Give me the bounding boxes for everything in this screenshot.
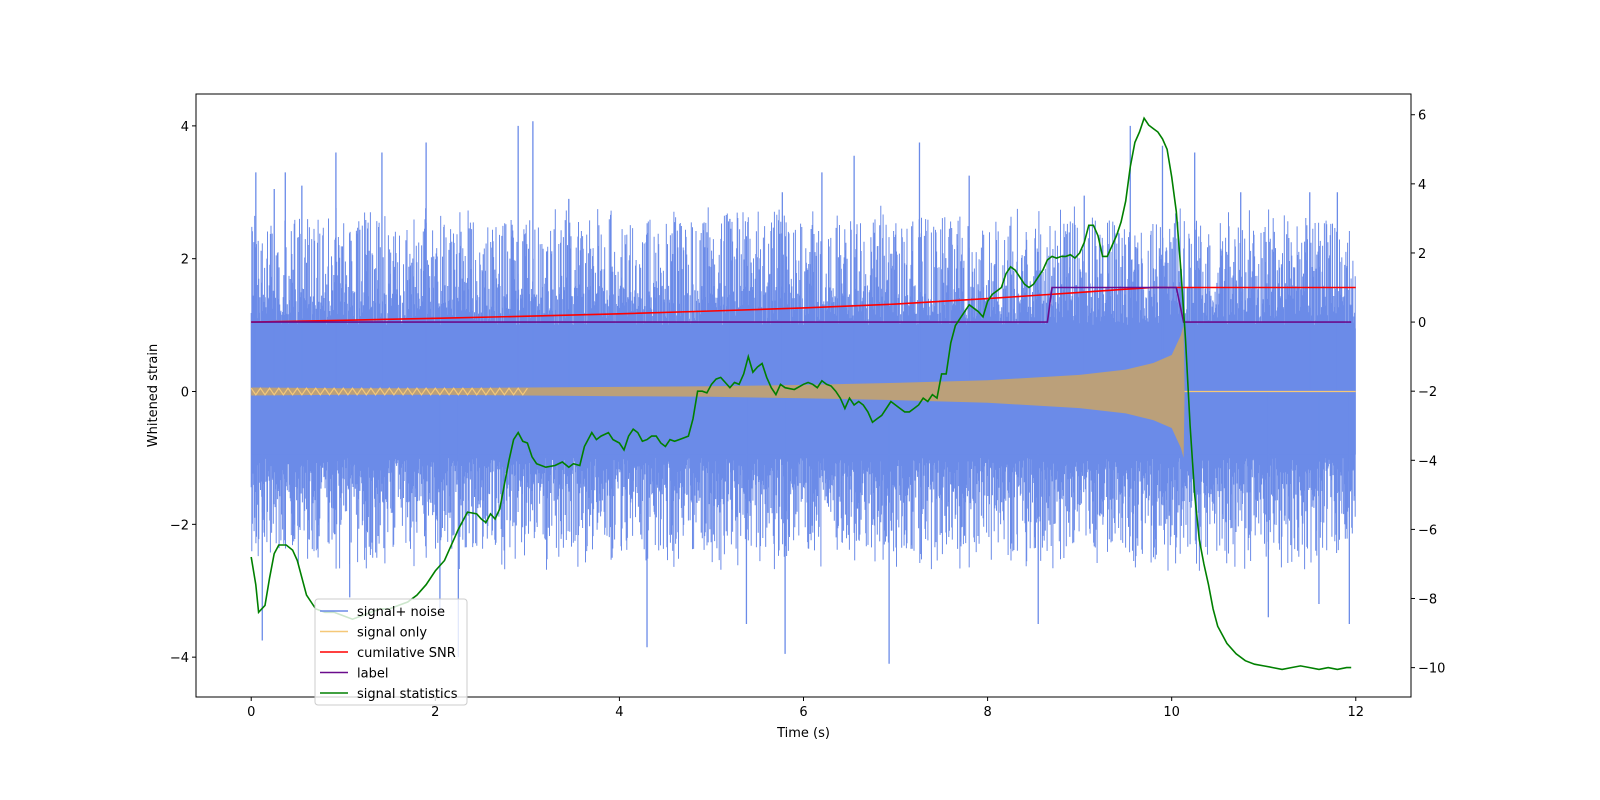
y-tick-label: −2 [170, 518, 189, 533]
y-tick-label: 2 [181, 253, 189, 268]
signal-only-series [250, 325, 1356, 458]
y2-tick-label: 0 [1418, 316, 1426, 331]
y-tick-label: −4 [170, 651, 189, 666]
y2-tick-label: −8 [1418, 593, 1437, 608]
legend-box [314, 598, 468, 706]
y2-tick-label: 2 [1418, 247, 1426, 262]
x-tick-label: 4 [615, 705, 623, 720]
signal-only-line [250, 387, 528, 396]
x-tick-label: 8 [983, 705, 991, 720]
x-axis-label: Time (s) [776, 726, 830, 741]
label-line [251, 286, 1352, 323]
legend-label: signal+ noise [357, 605, 445, 620]
signal-statistics-line [250, 116, 1352, 671]
y2-tick-label: −4 [1418, 454, 1437, 469]
y2-tick-label: 6 [1418, 109, 1426, 124]
legend-label: label [357, 667, 388, 682]
cumilative-snr-line [251, 286, 1356, 323]
x-tick-label: 10 [1163, 705, 1180, 720]
x-tick-label: 2 [431, 705, 439, 720]
y2-tick-label: −2 [1418, 385, 1437, 400]
y-tick-label: 0 [181, 386, 189, 401]
y-axis-label: Whitened strain [146, 344, 161, 447]
x-tick-label: 0 [247, 705, 255, 720]
axis-ticks: 0 2 4 6 8 10 12 −4 −2 0 2 4 −10 −8 −6 −4 −2 0 2 4 6 [170, 109, 1446, 720]
y2-tick-label: 4 [1418, 178, 1426, 193]
signal-only-envelope [251, 325, 1185, 458]
y2-tick-label: −6 [1418, 523, 1437, 538]
y-tick-label: 4 [181, 120, 189, 135]
x-tick-label: 12 [1347, 705, 1364, 720]
legend-label: cumilative SNR [357, 646, 456, 661]
legend-label: signal statistics [357, 687, 458, 702]
x-tick-label: 6 [799, 705, 807, 720]
legend: signal+ noise signal only cumilative SNR la… [314, 598, 468, 706]
y2-tick-label: −10 [1418, 662, 1445, 677]
right-axis-series [250, 116, 1356, 671]
legend-label: signal only [357, 626, 427, 641]
